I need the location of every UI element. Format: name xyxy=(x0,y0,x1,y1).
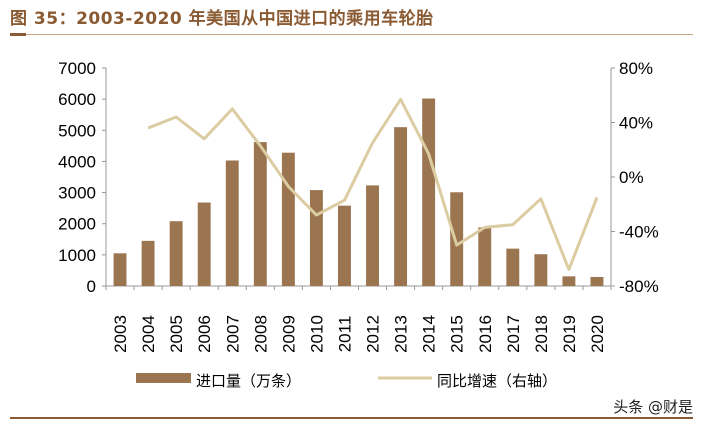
legend: 进口量（万条） 同比增速（右轴） xyxy=(136,372,557,390)
x-tick-label: 2006 xyxy=(195,315,214,353)
right-tick-label: -40% xyxy=(619,223,659,242)
bar xyxy=(169,221,183,286)
legend-bar-swatch xyxy=(136,373,191,383)
bar xyxy=(225,160,239,286)
x-tick-label: 2012 xyxy=(364,315,383,353)
x-tick-label: 2019 xyxy=(560,315,579,353)
left-tick-label: 7000 xyxy=(58,59,96,78)
legend-line-label: 同比增速（右轴） xyxy=(437,372,557,390)
x-tick-label: 2020 xyxy=(588,315,607,353)
bar xyxy=(394,127,408,287)
line-series xyxy=(147,97,599,272)
x-tick-label: 2010 xyxy=(307,315,326,353)
left-tick-label: 6000 xyxy=(58,90,96,109)
x-tick-label: 2011 xyxy=(335,316,354,353)
x-tick-label: 2016 xyxy=(476,315,495,353)
bar xyxy=(141,240,155,286)
bar xyxy=(197,202,211,286)
x-tick-label: 2005 xyxy=(167,315,186,353)
bar xyxy=(562,276,576,286)
x-tick-label: 2008 xyxy=(251,315,270,353)
right-tick-label: 80% xyxy=(619,59,653,78)
left-tick-label: 1000 xyxy=(58,246,96,265)
x-tick-label: 2018 xyxy=(532,315,551,353)
right-tick-label: 40% xyxy=(619,114,653,133)
bar xyxy=(478,227,492,286)
right-tick-label: -80% xyxy=(619,277,659,296)
bar xyxy=(422,98,436,287)
bar xyxy=(590,276,604,286)
bar xyxy=(281,152,295,286)
x-tick-label: 2003 xyxy=(111,315,130,353)
x-tick-label: 2014 xyxy=(420,315,439,353)
tick-labels: 0 1000 2000 3000 4000 5000 6000 7000 -80% -40% 0% 4… xyxy=(58,59,659,353)
bar xyxy=(506,248,520,286)
legend-bar-label: 进口量（万条） xyxy=(196,372,301,390)
bar xyxy=(113,253,127,286)
bar xyxy=(309,190,323,286)
bar xyxy=(253,142,267,286)
left-tick-label: 5000 xyxy=(58,121,96,140)
left-tick-label: 4000 xyxy=(58,152,96,171)
growth-line xyxy=(147,97,599,272)
x-tick-label: 2013 xyxy=(392,315,411,353)
chart-axes xyxy=(102,67,615,290)
x-tick-label: 2009 xyxy=(279,315,298,353)
bar xyxy=(338,205,351,286)
title-accent xyxy=(10,33,26,36)
x-tick-label: 2017 xyxy=(504,315,523,353)
bar xyxy=(450,192,464,286)
left-tick-label: 2000 xyxy=(58,215,96,234)
title-divider xyxy=(10,34,693,35)
bar xyxy=(534,254,548,286)
watermark: 头条 @财是 xyxy=(613,398,693,416)
left-tick-label: 3000 xyxy=(58,184,96,203)
right-tick-label: 0% xyxy=(619,168,644,187)
x-tick-label: 2015 xyxy=(448,315,467,353)
bottom-divider xyxy=(10,417,693,419)
x-tick-label: 2004 xyxy=(139,315,158,353)
bar xyxy=(366,185,379,286)
left-tick-label: 0 xyxy=(87,277,96,296)
chart-title: 图 35：2003-2020 年美国从中国进口的乘用车轮胎 xyxy=(10,9,434,29)
x-tick-label: 2007 xyxy=(223,315,242,353)
